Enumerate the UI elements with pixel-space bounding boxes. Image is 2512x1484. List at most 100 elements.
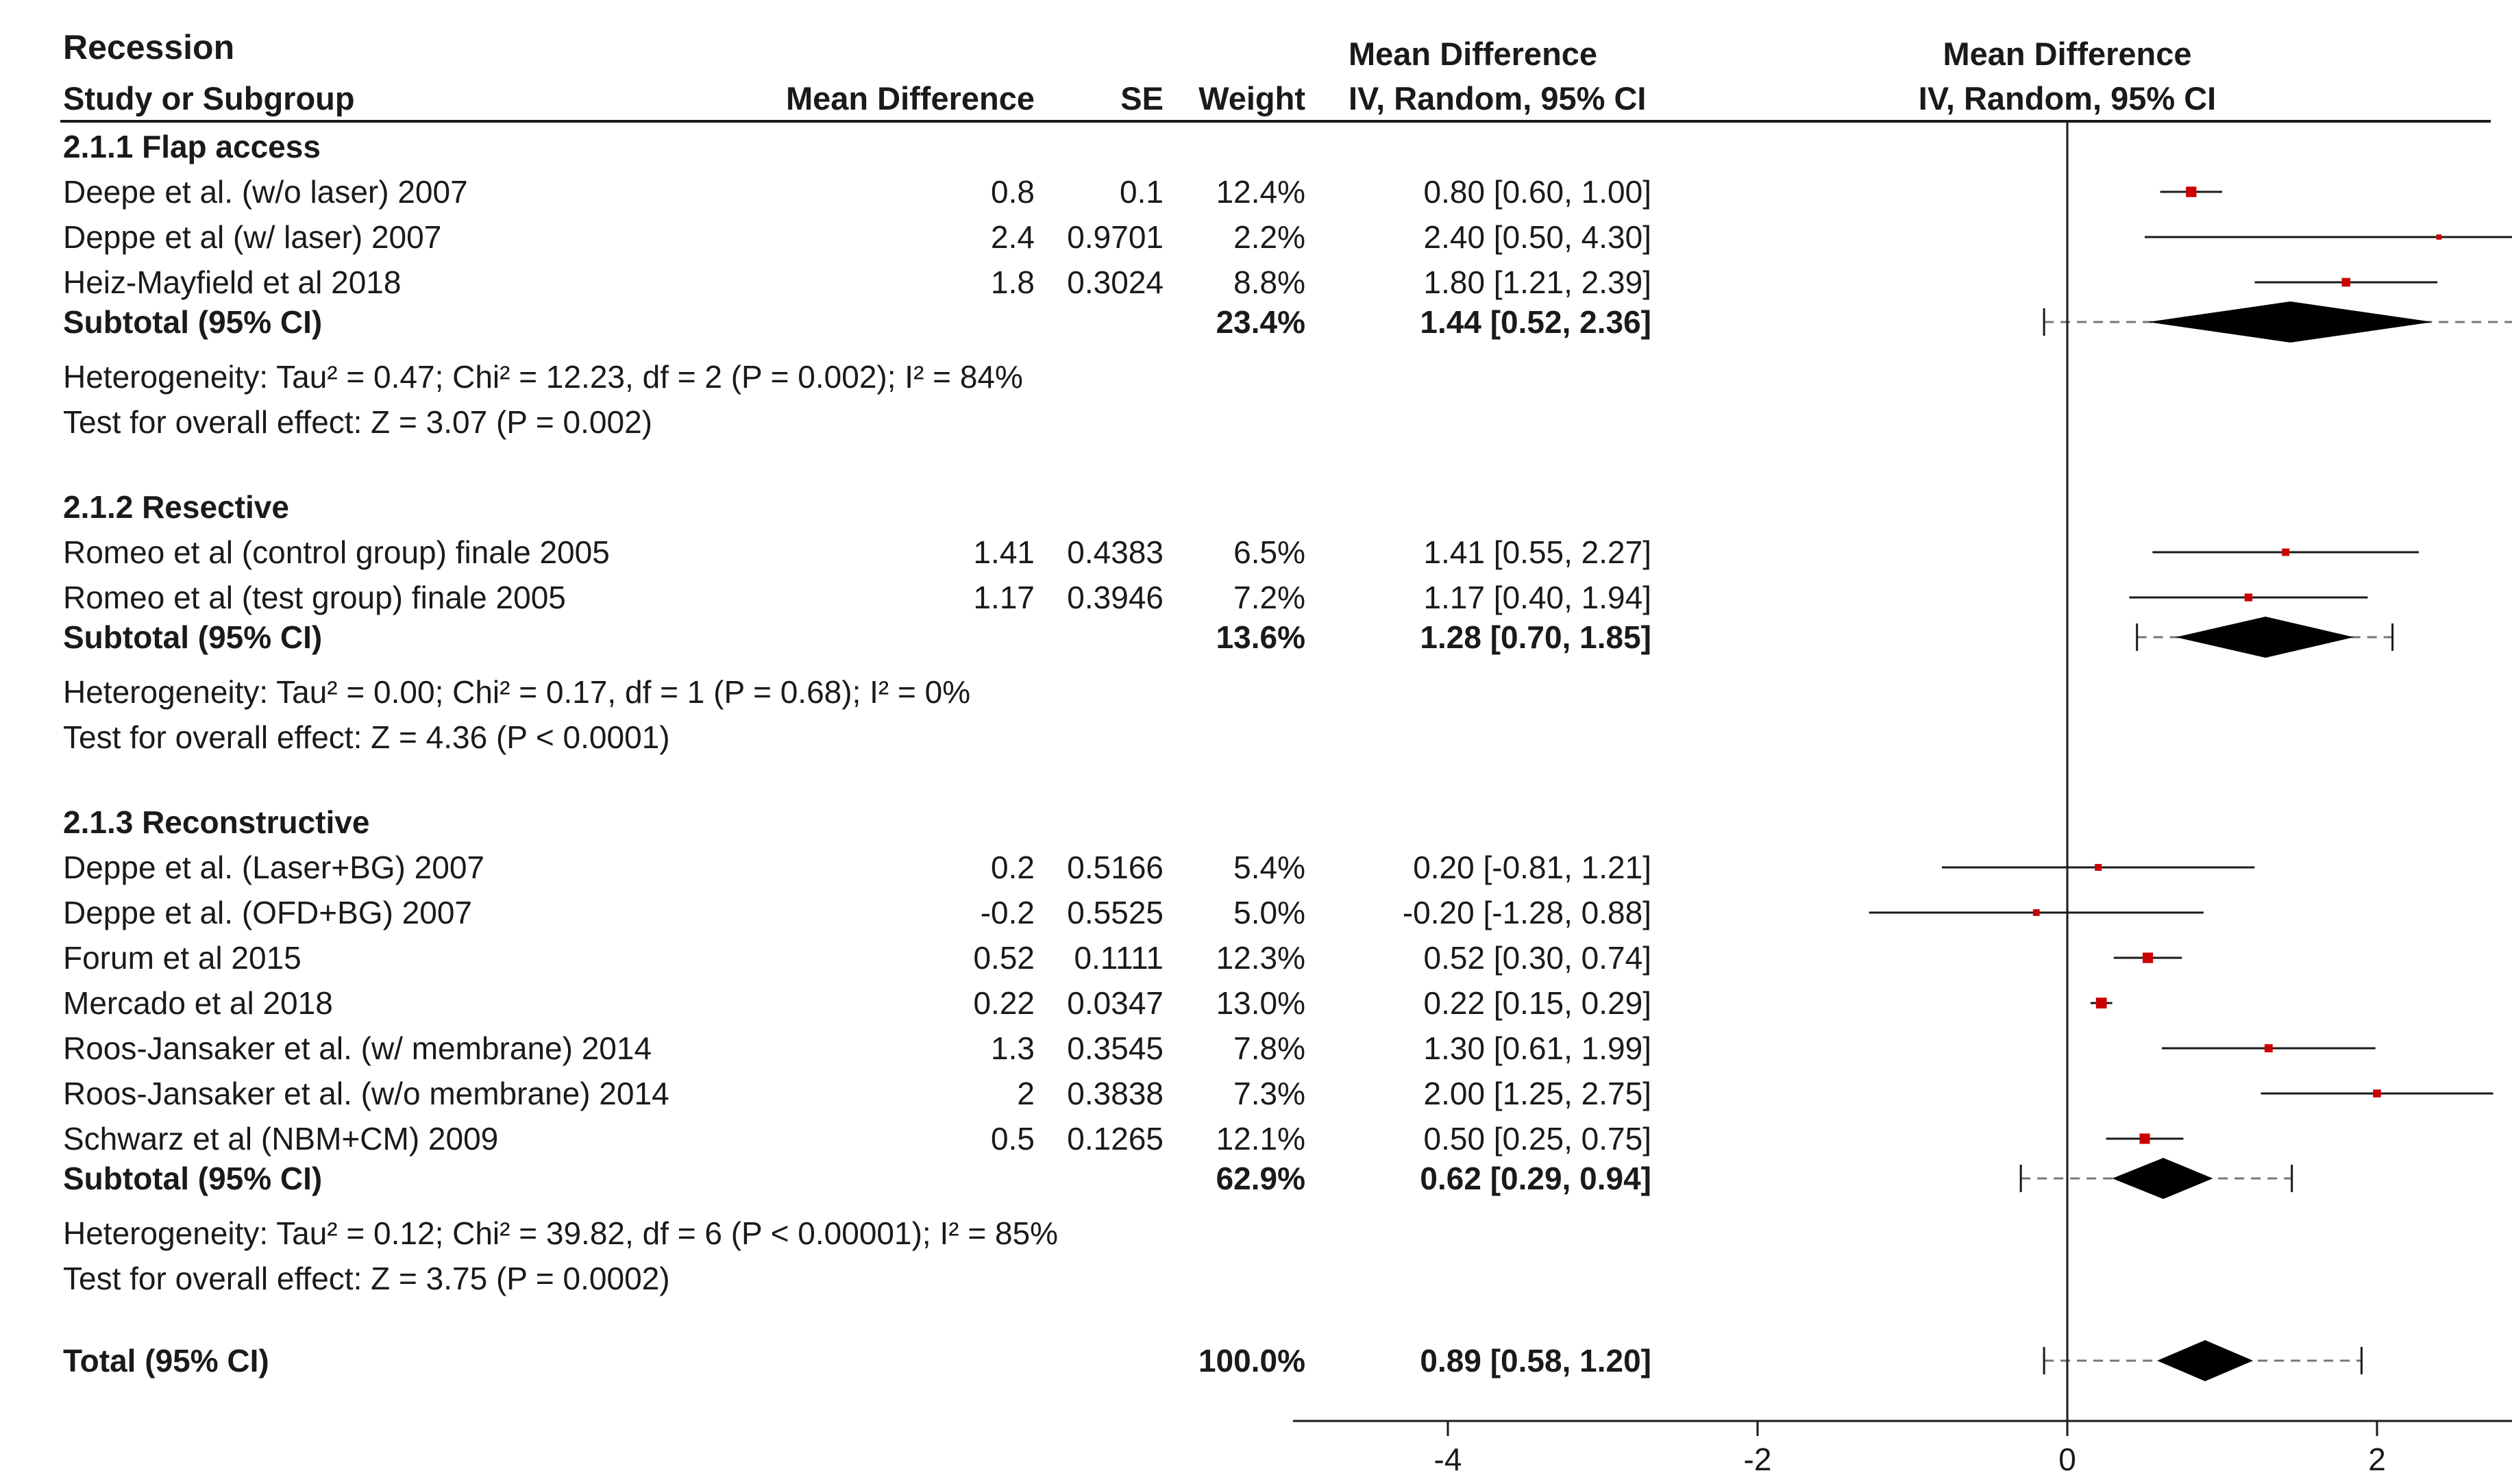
study-weight: 6.5% [1233,534,1305,570]
x-tick-label: -4 [1434,1442,1462,1477]
study-ci: 0.52 [0.30, 0.74] [1424,940,1652,976]
study-weight: 12.3% [1216,940,1305,976]
study-mean-difference: 0.5 [991,1121,1035,1157]
study-name: Deppe et al. (OFD+BG) 2007 [63,895,472,930]
study-weight: 5.0% [1233,895,1305,930]
study-name: Roos-Jansaker et al. (w/ membrane) 2014 [63,1030,652,1066]
study-marker [2032,909,2040,916]
study-mean-difference: 2.4 [991,219,1035,255]
study-name: Deppe et al (w/ laser) 2007 [63,219,441,255]
overall-effect-test: Test for overall effect: Z = 3.07 (P = 0… [63,404,652,440]
study-se: 0.5525 [1067,895,1163,930]
study-se: 0.9701 [1067,219,1163,255]
study-name: Schwarz et al (NBM+CM) 2009 [63,1121,498,1157]
study-se: 0.3024 [1067,264,1163,300]
study-marker [2436,234,2442,240]
study-mean-difference: 1.17 [973,580,1035,615]
study-name: Romeo et al (control group) finale 2005 [63,534,610,570]
overall-effect-test: Test for overall effect: Z = 4.36 (P < 0… [63,719,670,755]
study-ci: 0.50 [0.25, 0.75] [1424,1121,1652,1157]
col-header-mean-difference: Mean Difference [786,80,1035,116]
x-tick-label: 2 [2368,1442,2386,1477]
heterogeneity-stat: Heterogeneity: Tau² = 0.12; Chi² = 39.82… [63,1215,1058,1251]
study-weight: 12.1% [1216,1121,1305,1157]
study-weight: 12.4% [1216,174,1305,210]
study-mean-difference: 1.3 [991,1030,1035,1066]
study-ci: 2.00 [1.25, 2.75] [1424,1076,1652,1111]
study-name: Deppe et al. (Laser+BG) 2007 [63,850,484,885]
study-se: 0.4383 [1067,534,1163,570]
total-weight: 100.0% [1198,1343,1305,1378]
study-marker [2139,1133,2150,1144]
study-mean-difference: 0.22 [973,985,1035,1021]
study-ci: 1.41 [0.55, 2.27] [1424,534,1652,570]
study-marker [2095,998,2107,1009]
subtotal-diamond [2147,301,2433,343]
study-weight: 7.3% [1233,1076,1305,1111]
plot-header-bottom: IV, Random, 95% CI [1919,80,2216,116]
subtotal-diamond [2112,1158,2213,1199]
col-header-ci-top: Mean Difference [1349,36,1597,72]
chart-title: Recession [63,28,234,66]
study-name: Heiz-Mayfield et al 2018 [63,264,401,300]
total-diamond [2157,1340,2254,1381]
study-marker [2264,1044,2273,1052]
study-mean-difference: -0.2 [981,895,1035,930]
subtotal-ci: 1.44 [0.52, 2.36] [1420,304,1651,340]
study-ci: 1.80 [1.21, 2.39] [1424,264,1652,300]
study-weight: 7.8% [1233,1030,1305,1066]
study-ci: 0.80 [0.60, 1.00] [1424,174,1652,210]
study-mean-difference: 2 [1017,1076,1035,1111]
subgroup-heading: 2.1.1 Flap access [63,129,321,164]
study-name: Forum et al 2015 [63,940,301,976]
subtotal-weight: 13.6% [1216,619,1305,655]
study-marker [2244,593,2253,602]
study-name: Mercado et al 2018 [63,985,333,1021]
study-ci: -0.20 [-1.28, 0.88] [1403,895,1651,930]
study-se: 0.3946 [1067,580,1163,615]
study-mean-difference: 0.2 [991,850,1035,885]
col-header-study: Study or Subgroup [63,80,355,116]
subtotal-diamond [2176,617,2354,658]
study-weight: 8.8% [1233,264,1305,300]
study-se: 0.1111 [1074,940,1163,976]
study-se: 0.3545 [1067,1030,1163,1066]
study-weight: 7.2% [1233,580,1305,615]
study-se: 0.5166 [1067,850,1163,885]
study-se: 0.3838 [1067,1076,1163,1111]
study-marker [2095,863,2102,871]
overall-effect-test: Test for overall effect: Z = 3.75 (P = 0… [63,1261,670,1296]
study-mean-difference: 1.41 [973,534,1035,570]
study-weight: 13.0% [1216,985,1305,1021]
study-ci: 1.30 [0.61, 1.99] [1424,1030,1652,1066]
study-ci: 1.17 [0.40, 1.94] [1424,580,1652,615]
subtotal-label: Subtotal (95% CI) [63,304,322,340]
x-axis: -4-2024 [1293,121,2512,1477]
subgroup-heading: 2.1.3 Reconstructive [63,804,369,840]
study-mean-difference: 0.52 [973,940,1035,976]
x-tick-label: 0 [2058,1442,2076,1477]
study-se: 0.0347 [1067,985,1163,1021]
study-se: 0.1 [1120,174,1163,210]
study-name: Romeo et al (test group) finale 2005 [63,580,566,615]
study-ci: 0.20 [-0.81, 1.21] [1413,850,1651,885]
study-marker [2186,186,2197,197]
study-marker [2373,1089,2381,1098]
subtotal-weight: 62.9% [1216,1161,1305,1196]
subtotal-ci: 0.62 [0.29, 0.94] [1420,1161,1651,1196]
col-header-ci-bottom: IV, Random, 95% CI [1349,80,1646,116]
forest-rows: 2.1.1 Flap access Deepe et al. (w/o laser… [63,129,2512,1381]
study-mean-difference: 0.8 [991,174,1035,210]
subtotal-ci: 1.28 [0.70, 1.85] [1420,619,1651,655]
study-weight: 2.2% [1233,219,1305,255]
heterogeneity-stat: Heterogeneity: Tau² = 0.47; Chi² = 12.23… [63,359,1023,395]
study-weight: 5.4% [1233,850,1305,885]
subgroup-heading: 2.1.2 Resective [63,489,289,525]
col-header-weight: Weight [1198,80,1305,116]
subtotal-weight: 23.4% [1216,304,1305,340]
total-ci: 0.89 [0.58, 1.20] [1420,1343,1651,1378]
study-mean-difference: 1.8 [991,264,1035,300]
col-header-se: SE [1120,80,1163,116]
study-marker [2142,952,2154,963]
